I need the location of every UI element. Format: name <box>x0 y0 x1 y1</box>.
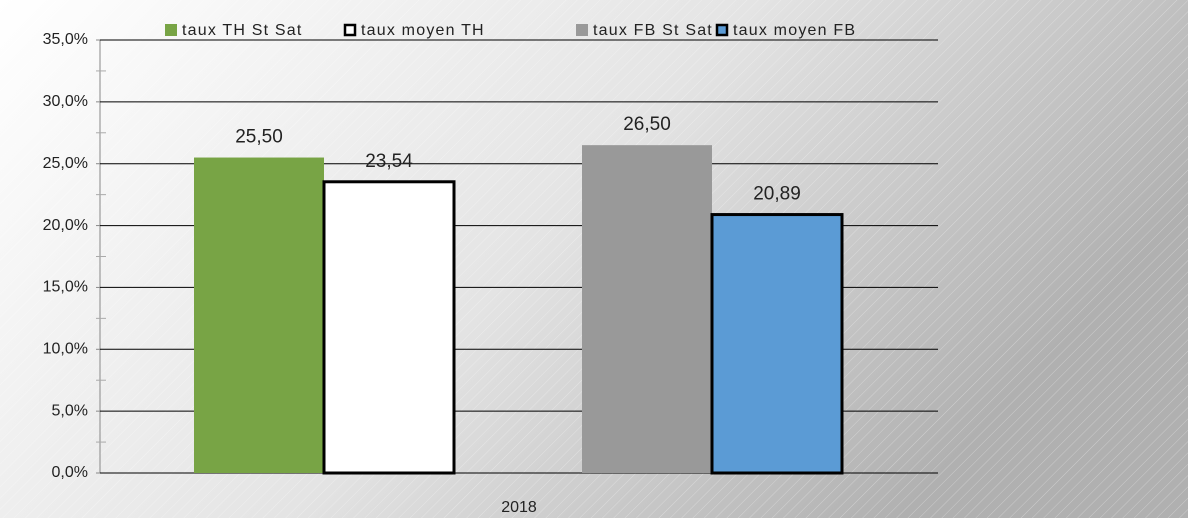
bar <box>582 145 712 473</box>
y-tick-label: 30,0% <box>43 93 88 110</box>
y-tick-label: 5,0% <box>52 402 88 419</box>
legend-swatch <box>165 24 177 36</box>
y-tick-label: 35,0% <box>43 31 88 48</box>
y-tick-label: 15,0% <box>43 279 88 296</box>
legend-swatch <box>715 23 729 37</box>
x-tick-label: 2018 <box>501 499 537 516</box>
legend-label: taux TH St Sat <box>182 22 303 39</box>
y-tick-label: 0,0% <box>52 464 88 481</box>
bar <box>194 157 324 473</box>
y-tick-label: 25,0% <box>43 155 88 172</box>
legend-label: taux FB St Sat <box>593 22 713 39</box>
y-tick-label: 10,0% <box>43 341 88 358</box>
data-label: 25,50 <box>235 127 283 148</box>
bar <box>322 180 456 475</box>
data-label: 26,50 <box>623 114 671 135</box>
legend-swatch <box>576 24 588 36</box>
legend-label: taux moyen TH <box>361 22 485 39</box>
data-label: 20,89 <box>753 184 801 205</box>
legend-swatch <box>343 23 357 37</box>
legend-label: taux moyen FB <box>733 22 856 39</box>
bar <box>710 213 844 475</box>
y-tick-label: 20,0% <box>43 217 88 234</box>
data-label: 23,54 <box>365 151 413 172</box>
